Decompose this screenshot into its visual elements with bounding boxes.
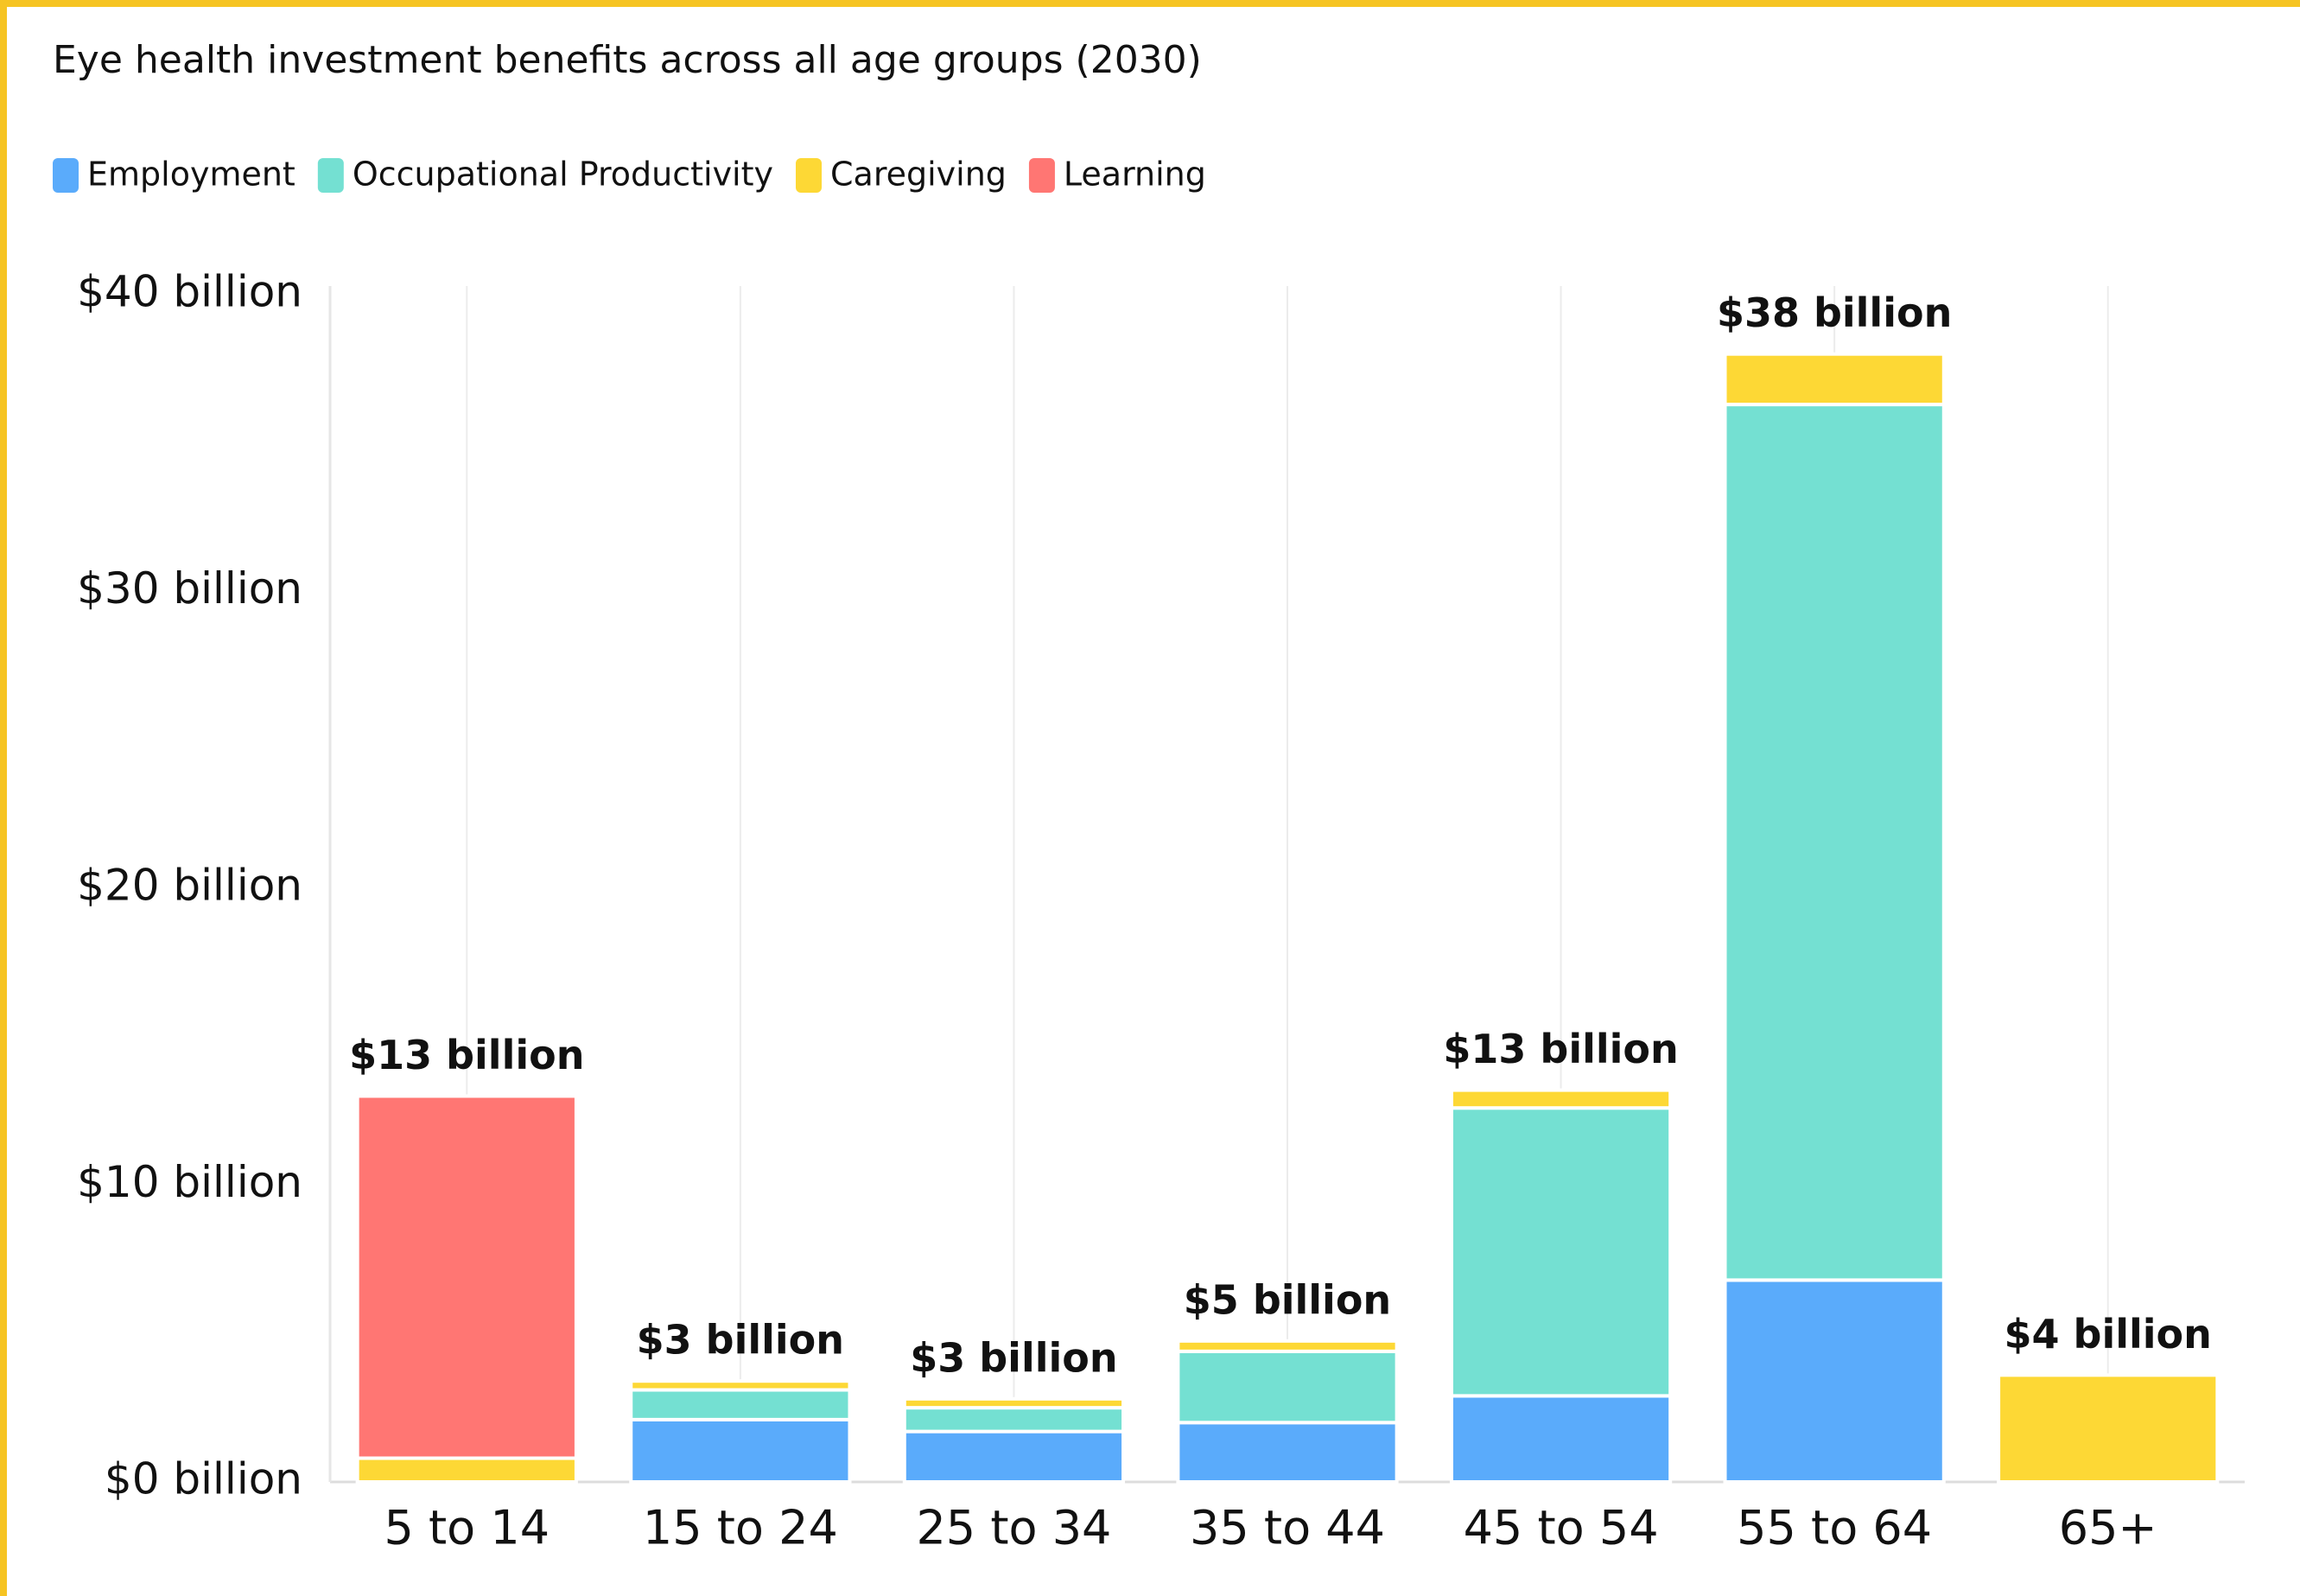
total-label: $3 billion (910, 1334, 1117, 1381)
total-label: $3 billion (637, 1317, 844, 1364)
bar-segment (1997, 1373, 2220, 1484)
chart-title: Eye health investment benefits across al… (53, 38, 1202, 82)
legend-swatch (317, 158, 344, 193)
y-tick-label: $10 billion (77, 1157, 302, 1207)
bar-segment (1449, 1106, 1673, 1398)
bar-segment (902, 1429, 1126, 1484)
legend-label: Caregiving (830, 156, 1007, 194)
bar-segment (902, 1396, 1126, 1410)
x-tick-label: 25 to 34 (916, 1501, 1111, 1555)
bar-segment (355, 1456, 578, 1485)
legend-label: Occupational Productivity (353, 156, 773, 194)
bar-segment (1449, 1088, 1673, 1110)
legend-label: Learning (1064, 156, 1206, 194)
bar-segment (1723, 403, 1946, 1282)
x-tick-label: 45 to 54 (1464, 1501, 1659, 1555)
total-label: $5 billion (1184, 1276, 1391, 1323)
total-label: $38 billion (1717, 289, 1952, 336)
legend-swatch (53, 158, 79, 193)
x-tick-label: 65+ (2059, 1501, 2157, 1555)
x-tick-label: 5 to 14 (384, 1501, 550, 1555)
bar-segment (1176, 1349, 1399, 1425)
total-label: $13 billion (349, 1032, 584, 1078)
total-label: $13 billion (1443, 1026, 1678, 1072)
bar-segment (1723, 352, 1946, 407)
bar-segment (629, 1379, 852, 1392)
legend-label: Employment (87, 156, 295, 194)
bar-segment (1176, 1338, 1399, 1353)
total-label: $4 billion (2005, 1311, 2212, 1358)
y-tick-label: $40 billion (77, 267, 302, 317)
bar-segment (629, 1388, 852, 1421)
x-tick-label: 15 to 24 (643, 1501, 838, 1555)
bar-segment (1723, 1278, 1946, 1485)
bar-segment (629, 1417, 852, 1484)
bar-segment (355, 1094, 578, 1460)
legend-swatch (796, 158, 822, 193)
y-tick-label: $30 billion (77, 563, 302, 614)
x-tick-label: 55 to 64 (1737, 1501, 1932, 1555)
y-tick-label: $0 billion (105, 1454, 302, 1504)
legend-swatch (1028, 158, 1055, 193)
y-tick-label: $20 billion (77, 861, 302, 911)
bar-segment (1176, 1421, 1399, 1485)
bar-segment (902, 1406, 1126, 1434)
bar-segment (1449, 1394, 1673, 1485)
x-tick-label: 35 to 44 (1190, 1501, 1385, 1555)
